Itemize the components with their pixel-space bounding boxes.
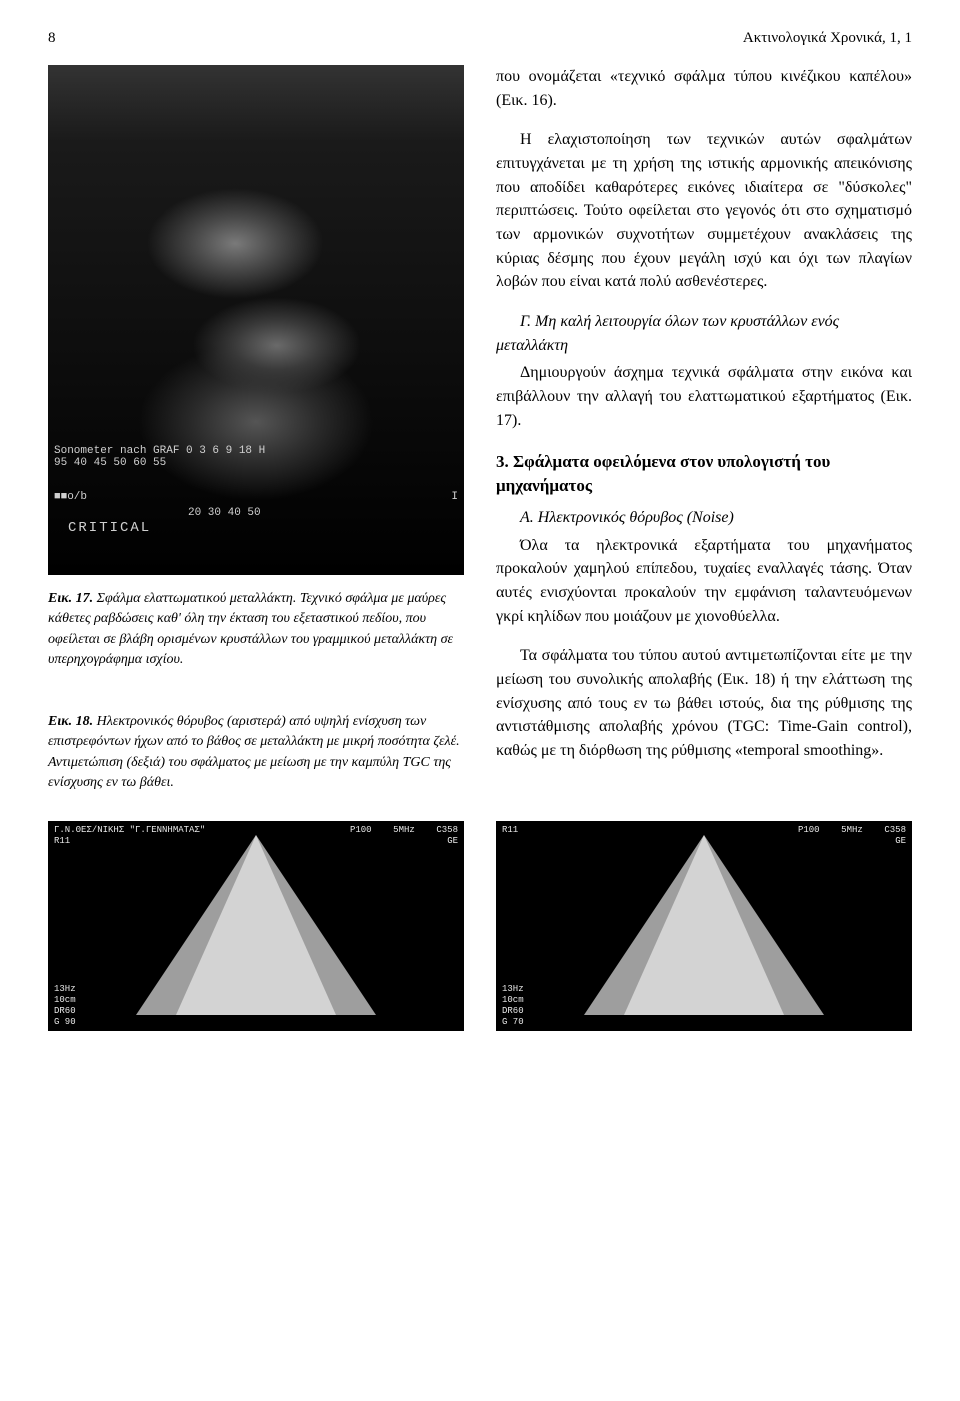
- critical-label: CRITICAL: [68, 521, 151, 536]
- figure-18-right: R11 P100 5MHz C358 GE 13Hz 10cm DR60 G 7…: [496, 821, 912, 1031]
- section-heading: 3. Σφάλματα οφειλόμενα στον υπολογιστή τ…: [496, 450, 912, 498]
- caption-body: Σφάλμα ελαττωματικού μεταλλάκτη. Τεχνικό…: [48, 591, 453, 667]
- right-column: που ονομάζεται «τεχνικό σφάλμα τύπου κιν…: [496, 65, 912, 793]
- caption-body: Ηλεκτρονικός θόρυβος (αριστερά) από υψηλ…: [48, 714, 460, 790]
- page-header: 8 Ακτινολογικά Χρονικά, 1, 1: [48, 30, 912, 47]
- fig-label-bottom-left: 13Hz 10cm DR60 G 90: [54, 984, 76, 1027]
- italic-subheading: Γ. Μη καλή λειτουργία όλων των κρυστάλλω…: [496, 310, 912, 357]
- figure-17-image: Sonometer nach GRAF 0 3 6 9 18 H 95 40 4…: [48, 65, 464, 575]
- figure-18-images: Γ.Ν.ΘΕΣ/ΝΙΚΗΣ "Γ.ΓΕΝΝΗΜΑΤΑΣ" R11 P100 5M…: [48, 821, 912, 1031]
- fig-label-top-left: R11: [502, 825, 518, 836]
- mode-indicator: ■■o/b: [54, 491, 87, 503]
- scale-text-1: Sonometer nach GRAF 0 3 6 9 18 H: [54, 445, 458, 457]
- two-column-layout: Sonometer nach GRAF 0 3 6 9 18 H 95 40 4…: [48, 65, 912, 793]
- body-paragraph: Τα σφάλματα του τύπου αυτού αντιμετωπίζο…: [496, 644, 912, 762]
- scale-text-2: 95 40 45 50 60 55: [54, 457, 458, 469]
- body-paragraph: Όλα τα ηλεκτρονικά εξαρτήματα του μηχανή…: [496, 534, 912, 629]
- fig-label-top-right: P100 5MHz C358 GE: [350, 825, 458, 847]
- fig-label-bottom-left: 13Hz 10cm DR60 G 70: [502, 984, 524, 1027]
- italic-subheading: Α. Ηλεκτρονικός θόρυβος (Noise): [496, 506, 912, 530]
- figure-18-left: Γ.Ν.ΘΕΣ/ΝΙΚΗΣ "Γ.ΓΕΝΝΗΜΑΤΑΣ" R11 P100 5M…: [48, 821, 464, 1031]
- ultrasound-bottom-row: ■■o/b I: [54, 491, 458, 503]
- ultrasound-marks: 20 30 40 50: [188, 507, 261, 519]
- caption-lead: Εικ. 18.: [48, 714, 93, 729]
- caption-lead: Εικ. 17.: [48, 591, 93, 606]
- body-paragraph: Δημιουργούν άσχημα τεχνικά σφάλματα στην…: [496, 361, 912, 432]
- left-column: Sonometer nach GRAF 0 3 6 9 18 H 95 40 4…: [48, 65, 464, 793]
- fig-label-top-left: Γ.Ν.ΘΕΣ/ΝΙΚΗΣ "Γ.ΓΕΝΝΗΜΑΤΑΣ" R11: [54, 825, 205, 847]
- body-paragraph: που ονομάζεται «τεχνικό σφάλμα τύπου κιν…: [496, 65, 912, 112]
- ultrasound-scale-label: Sonometer nach GRAF 0 3 6 9 18 H 95 40 4…: [54, 445, 458, 469]
- figure-17-caption: Εικ. 17. Σφάλμα ελαττωματικού μεταλλάκτη…: [48, 589, 464, 670]
- body-paragraph: Η ελαχιστοποίηση των τεχνικών αυτών σφαλ…: [496, 128, 912, 294]
- side-indicator: I: [451, 491, 458, 503]
- fig-label-top-right: P100 5MHz C358 GE: [798, 825, 906, 847]
- journal-title: Ακτινολογικά Χρονικά, 1, 1: [743, 30, 912, 47]
- figure-18-caption: Εικ. 18. Ηλεκτρονικός θόρυβος (αριστερά)…: [48, 712, 464, 793]
- page-number: 8: [48, 30, 56, 47]
